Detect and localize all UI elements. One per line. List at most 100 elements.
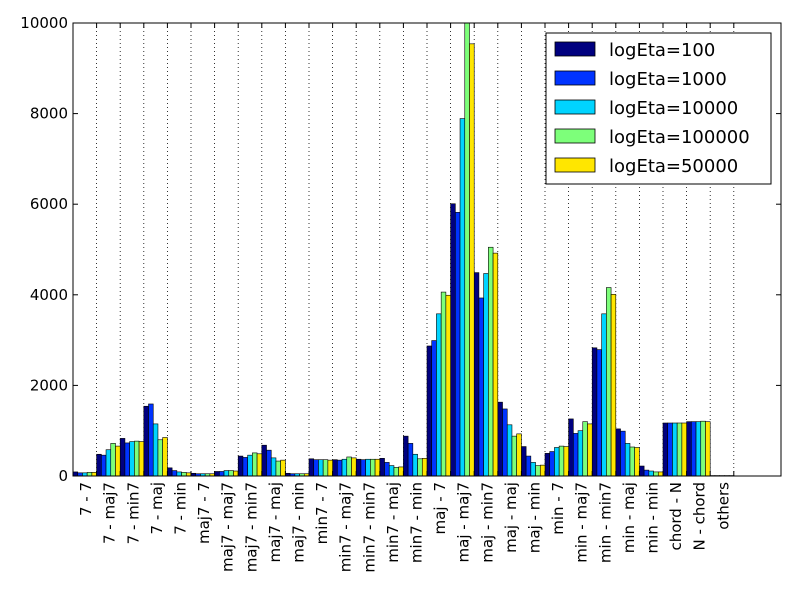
bar bbox=[559, 446, 564, 476]
bar bbox=[696, 422, 701, 476]
bar bbox=[394, 467, 399, 476]
x-tick-label: maj7 - min bbox=[290, 482, 308, 563]
x-tick-label: 7 - maj bbox=[148, 482, 166, 534]
bar bbox=[257, 454, 262, 476]
x-tick-label: min - min7 bbox=[596, 482, 614, 563]
x-tick-label: chord - N bbox=[667, 482, 685, 551]
x-tick-label: 7 - 7 bbox=[77, 482, 95, 516]
bar bbox=[229, 471, 234, 476]
bar bbox=[403, 436, 408, 476]
bar bbox=[451, 204, 456, 476]
bar bbox=[130, 442, 135, 476]
bar bbox=[668, 423, 673, 476]
x-tick-label: min7 - 7 bbox=[313, 482, 331, 544]
bar bbox=[606, 288, 611, 476]
x-tick-label: min7 - maj bbox=[384, 482, 402, 563]
x-tick-label: min - maj7 bbox=[573, 482, 591, 563]
legend-swatch bbox=[555, 71, 595, 85]
bar bbox=[654, 472, 659, 476]
bar bbox=[380, 458, 385, 476]
legend-label: logEta=1000 bbox=[609, 69, 727, 90]
bar bbox=[144, 406, 149, 476]
y-tick-label: 10000 bbox=[20, 14, 68, 32]
bar bbox=[177, 472, 182, 476]
bar bbox=[455, 212, 460, 476]
bar bbox=[158, 440, 163, 476]
legend-swatch bbox=[555, 42, 595, 56]
bar bbox=[389, 466, 394, 476]
x-tick-label: maj7 - maj7 bbox=[219, 482, 237, 572]
bar bbox=[630, 447, 635, 476]
bar bbox=[625, 443, 630, 476]
bar bbox=[526, 456, 531, 476]
bar bbox=[498, 402, 503, 476]
bar bbox=[243, 457, 248, 476]
x-tick-label: maj7 - maj bbox=[266, 482, 284, 562]
bar bbox=[73, 472, 78, 476]
bar bbox=[564, 447, 569, 476]
x-tick-label: 7 - min bbox=[172, 482, 190, 535]
bar bbox=[611, 294, 616, 476]
bar bbox=[663, 423, 668, 476]
bar bbox=[342, 459, 347, 476]
bar bbox=[701, 421, 706, 476]
bar bbox=[427, 346, 432, 476]
bar bbox=[87, 472, 92, 476]
bar bbox=[267, 450, 272, 476]
bar bbox=[408, 443, 413, 476]
bar bbox=[436, 314, 441, 476]
bar bbox=[375, 459, 380, 476]
bar bbox=[512, 436, 517, 476]
x-tick-label: 7 - maj7 bbox=[101, 482, 119, 544]
bar bbox=[134, 441, 139, 476]
x-tick-label: maj7 - min7 bbox=[242, 482, 260, 572]
bar bbox=[163, 437, 168, 476]
bar bbox=[479, 298, 484, 476]
x-tick-label: min - maj bbox=[620, 482, 638, 553]
bar bbox=[531, 462, 536, 476]
bar bbox=[271, 458, 276, 476]
legend-swatch bbox=[555, 158, 595, 172]
bar bbox=[583, 422, 588, 476]
bar bbox=[418, 459, 423, 476]
x-tick-label: maj - min bbox=[526, 482, 544, 553]
x-tick-label: maj - maj7 bbox=[455, 482, 473, 562]
x-tick-label: min - 7 bbox=[549, 482, 567, 535]
y-tick-label: 4000 bbox=[30, 286, 68, 304]
bar bbox=[446, 295, 451, 476]
x-tick-label: others bbox=[714, 482, 732, 530]
bar bbox=[621, 431, 626, 476]
bar bbox=[474, 273, 479, 476]
bar bbox=[493, 253, 498, 476]
series-logEta=100 bbox=[73, 204, 715, 476]
bar bbox=[153, 424, 158, 476]
bar bbox=[262, 445, 267, 476]
bar bbox=[413, 454, 418, 476]
bar bbox=[682, 423, 687, 476]
y-tick-label: 2000 bbox=[30, 376, 68, 394]
bar bbox=[677, 423, 682, 476]
legend-label: logEta=50000 bbox=[609, 156, 738, 177]
bar bbox=[385, 462, 390, 476]
bar bbox=[691, 422, 696, 476]
bar bbox=[658, 472, 663, 476]
bar bbox=[276, 461, 281, 476]
bar bbox=[644, 470, 649, 476]
series-logEta=1000 bbox=[78, 212, 720, 476]
bar bbox=[182, 472, 187, 476]
bar bbox=[649, 471, 654, 476]
x-tick-label: min - min bbox=[644, 482, 662, 554]
x-tick-label: min7 - maj7 bbox=[337, 482, 355, 572]
bar bbox=[705, 422, 710, 476]
bar bbox=[432, 341, 437, 476]
bar bbox=[545, 453, 550, 476]
bar bbox=[347, 457, 352, 476]
bar bbox=[469, 44, 474, 476]
bar bbox=[672, 423, 677, 476]
bar bbox=[573, 433, 578, 476]
bar bbox=[92, 472, 97, 476]
y-tick-label: 0 bbox=[58, 467, 68, 485]
bar bbox=[488, 247, 493, 476]
bar bbox=[578, 431, 583, 476]
